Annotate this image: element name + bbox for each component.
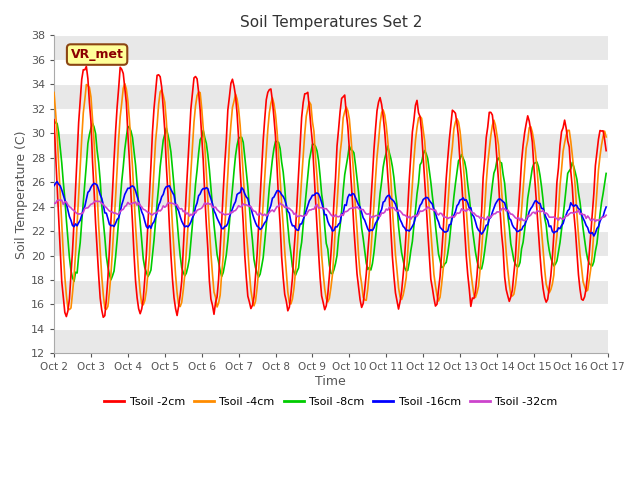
Bar bbox=[54, 182, 608, 206]
Bar bbox=[54, 280, 608, 304]
Y-axis label: Soil Temperature (C): Soil Temperature (C) bbox=[15, 130, 28, 259]
Title: Soil Temperatures Set 2: Soil Temperatures Set 2 bbox=[240, 15, 422, 30]
Bar bbox=[54, 84, 608, 109]
Legend: Tsoil -2cm, Tsoil -4cm, Tsoil -8cm, Tsoil -16cm, Tsoil -32cm: Tsoil -2cm, Tsoil -4cm, Tsoil -8cm, Tsoi… bbox=[100, 393, 562, 411]
Bar bbox=[54, 36, 608, 60]
Text: VR_met: VR_met bbox=[70, 48, 124, 61]
X-axis label: Time: Time bbox=[316, 375, 346, 388]
Bar bbox=[54, 329, 608, 353]
Bar bbox=[54, 133, 608, 158]
Bar bbox=[54, 231, 608, 255]
